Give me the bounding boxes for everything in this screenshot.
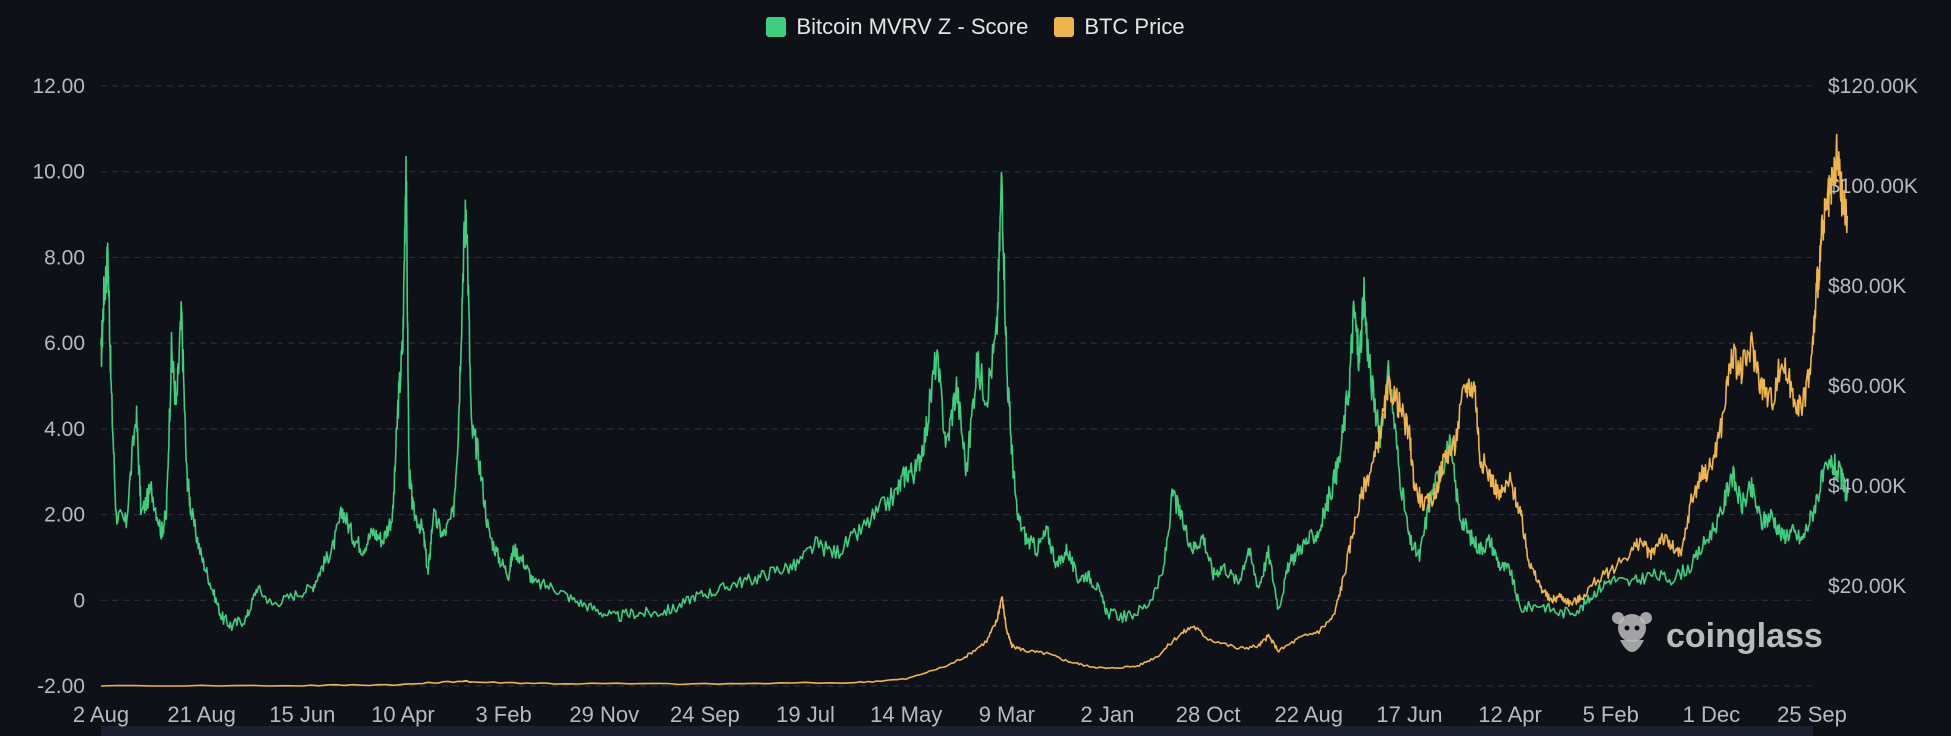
y-left-tick-label: 8.00 bbox=[44, 246, 85, 269]
watermark-text: coinglass bbox=[1666, 616, 1823, 655]
y-left-tick-label: -2.00 bbox=[37, 675, 85, 698]
x-tick-label: 1 Dec bbox=[1683, 702, 1740, 727]
y-right-tick-label: $80.00K bbox=[1828, 275, 1906, 298]
x-tick-label: 3 Feb bbox=[475, 702, 531, 727]
y-left-tick-label: 12.00 bbox=[32, 75, 85, 98]
mvrv-swatch-icon bbox=[766, 17, 787, 37]
series-line-mvrv-zscore bbox=[100, 155, 1848, 632]
x-tick-label: 24 Sep bbox=[670, 702, 740, 727]
legend-item-btc[interactable]: BTC Price bbox=[1054, 14, 1185, 40]
y-right-tick-label: $40.00K bbox=[1828, 475, 1906, 498]
watermark: coinglass bbox=[1608, 610, 1823, 662]
legend-label-mvrv: Bitcoin MVRV Z - Score bbox=[796, 14, 1029, 39]
x-tick-label: 28 Oct bbox=[1176, 702, 1241, 727]
x-tick-label: 2 Aug bbox=[73, 702, 129, 727]
x-tick-label: 19 Jul bbox=[776, 702, 835, 727]
btc-swatch-icon bbox=[1054, 17, 1075, 37]
x-tick-label: 15 Jun bbox=[269, 702, 335, 727]
x-tick-label: 10 Apr bbox=[371, 702, 435, 727]
x-tick-label: 25 Sep bbox=[1777, 702, 1847, 727]
x-axis-band bbox=[101, 726, 1813, 736]
y-left-tick-label: 10.00 bbox=[32, 161, 85, 184]
x-tick-label: 29 Nov bbox=[569, 702, 639, 727]
x-tick-label: 2 Jan bbox=[1081, 702, 1135, 727]
y-right-tick-label: $100.00K bbox=[1828, 175, 1918, 198]
legend-item-mvrv[interactable]: Bitcoin MVRV Z - Score bbox=[766, 14, 1028, 40]
y-left-tick-label: 6.00 bbox=[44, 332, 85, 355]
x-tick-label: 5 Feb bbox=[1583, 702, 1639, 727]
y-left-tick-label: 4.00 bbox=[44, 418, 85, 441]
x-tick-label: 17 Jun bbox=[1376, 702, 1442, 727]
x-tick-label: 9 Mar bbox=[979, 702, 1035, 727]
y-left-tick-label: 2.00 bbox=[44, 504, 85, 527]
chart-legend: Bitcoin MVRV Z - Score BTC Price bbox=[0, 14, 1951, 40]
x-tick-label: 22 Aug bbox=[1275, 702, 1344, 727]
y-right-tick-label: $120.00K bbox=[1828, 75, 1918, 98]
y-right-tick-label: $20.00K bbox=[1828, 575, 1906, 598]
y-left-tick-label: 0 bbox=[73, 589, 85, 612]
x-tick-label: 21 Aug bbox=[167, 702, 236, 727]
series-line-btc-price bbox=[100, 133, 1848, 687]
legend-label-btc: BTC Price bbox=[1084, 14, 1185, 39]
x-tick-label: 14 May bbox=[870, 702, 942, 727]
y-right-tick-label: $60.00K bbox=[1828, 375, 1906, 398]
x-tick-label: 12 Apr bbox=[1478, 702, 1542, 727]
coinglass-logo-icon bbox=[1612, 612, 1652, 652]
